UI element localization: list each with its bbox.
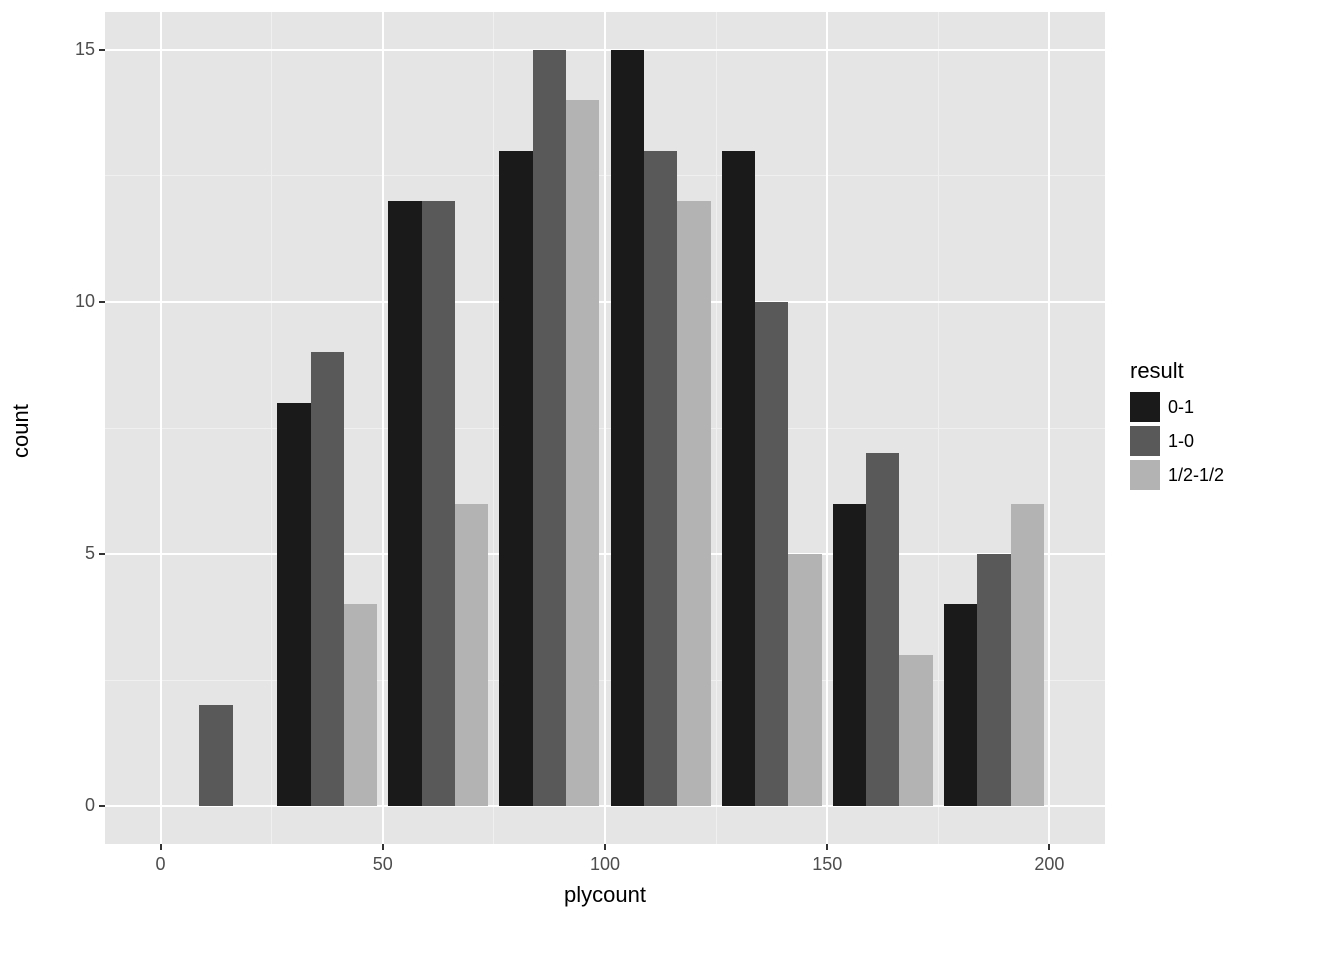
bar [388, 201, 421, 806]
y-tick [99, 805, 105, 807]
y-axis-title: count [8, 404, 34, 458]
grid-major-v [1048, 12, 1050, 844]
y-tick [99, 553, 105, 555]
bar [866, 453, 899, 806]
bar [499, 151, 532, 807]
legend: result 0-1 1-0 1/2-1/2 [1130, 358, 1224, 494]
plot-panel [105, 12, 1105, 844]
x-tick [382, 844, 384, 850]
bar [422, 201, 455, 806]
y-tick-label: 0 [85, 795, 95, 816]
legend-label: 1-0 [1168, 431, 1194, 452]
y-tick [99, 49, 105, 51]
y-tick-label: 10 [75, 291, 95, 312]
bar [722, 151, 755, 807]
bar [677, 201, 710, 806]
x-tick [604, 844, 606, 850]
legend-item: 1-0 [1130, 426, 1224, 456]
legend-title: result [1130, 358, 1224, 384]
x-tick-label: 150 [807, 854, 847, 875]
x-tick-label: 0 [141, 854, 181, 875]
grid-minor-v [938, 12, 939, 844]
bar [788, 554, 821, 806]
bar [311, 352, 344, 806]
grid-major-v [604, 12, 606, 844]
x-axis-title: plycount [555, 882, 655, 908]
legend-item: 0-1 [1130, 392, 1224, 422]
bar [344, 604, 377, 806]
bar [455, 504, 488, 807]
x-tick [160, 844, 162, 850]
grid-major-v [382, 12, 384, 844]
y-tick-label: 15 [75, 39, 95, 60]
bar [833, 504, 866, 807]
grid-minor-v [493, 12, 494, 844]
grid-minor-v [716, 12, 717, 844]
bar [644, 151, 677, 807]
x-tick-label: 100 [585, 854, 625, 875]
legend-key [1130, 426, 1160, 456]
legend-item: 1/2-1/2 [1130, 460, 1224, 490]
bar [755, 302, 788, 806]
x-tick-label: 50 [363, 854, 403, 875]
x-tick-label: 200 [1029, 854, 1069, 875]
grid-major-v [160, 12, 162, 844]
bar [199, 705, 232, 806]
legend-key [1130, 460, 1160, 490]
grid-major-v [826, 12, 828, 844]
bar [277, 403, 310, 806]
grid-minor-v [271, 12, 272, 844]
x-tick [1048, 844, 1050, 850]
y-tick-label: 5 [85, 543, 95, 564]
bar [977, 554, 1010, 806]
legend-key [1130, 392, 1160, 422]
bar [533, 50, 566, 806]
bar [1011, 504, 1044, 807]
y-tick [99, 301, 105, 303]
bar [899, 655, 932, 806]
legend-label: 1/2-1/2 [1168, 465, 1224, 486]
bar [611, 50, 644, 806]
bar [566, 100, 599, 806]
bar [944, 604, 977, 806]
x-tick [826, 844, 828, 850]
legend-label: 0-1 [1168, 397, 1194, 418]
